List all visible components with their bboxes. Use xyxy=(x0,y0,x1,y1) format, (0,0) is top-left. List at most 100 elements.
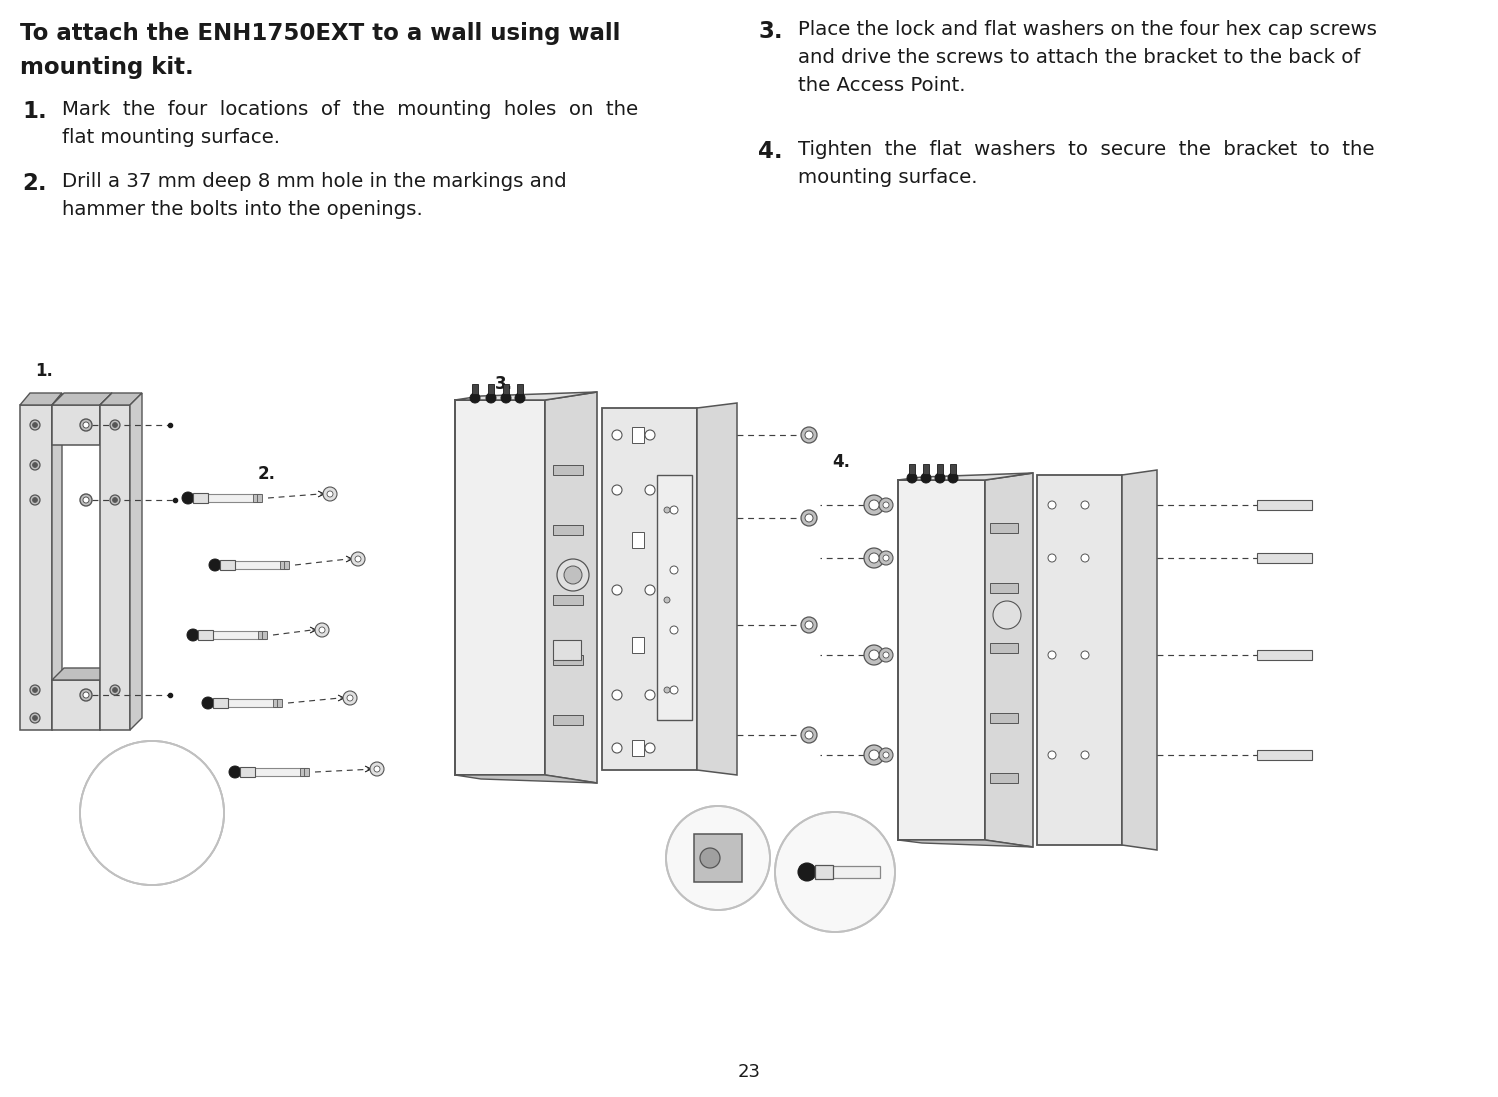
Text: Mark  the  four  locations  of  the  mounting  holes  on  the: Mark the four locations of the mounting … xyxy=(61,100,638,118)
Circle shape xyxy=(801,510,816,525)
Circle shape xyxy=(374,766,380,772)
Circle shape xyxy=(670,506,679,514)
Circle shape xyxy=(869,750,879,760)
Polygon shape xyxy=(815,866,833,879)
Circle shape xyxy=(1049,751,1056,759)
Polygon shape xyxy=(198,631,267,638)
Polygon shape xyxy=(694,834,742,882)
Circle shape xyxy=(500,393,511,403)
Polygon shape xyxy=(1037,475,1122,845)
Bar xyxy=(472,384,478,394)
Circle shape xyxy=(79,419,91,431)
Circle shape xyxy=(864,745,884,765)
Text: 2.: 2. xyxy=(258,465,276,483)
Bar xyxy=(632,637,644,653)
Text: 3.: 3. xyxy=(494,375,512,393)
Circle shape xyxy=(882,753,888,758)
Circle shape xyxy=(646,485,655,495)
Polygon shape xyxy=(697,403,737,774)
Bar xyxy=(632,740,644,756)
Circle shape xyxy=(664,597,670,603)
Circle shape xyxy=(515,393,524,403)
Circle shape xyxy=(921,473,930,483)
Polygon shape xyxy=(258,631,264,638)
Bar xyxy=(990,523,1019,533)
Polygon shape xyxy=(300,768,306,776)
Text: Drill a 37 mm deep 8 mm hole in the markings and: Drill a 37 mm deep 8 mm hole in the mark… xyxy=(61,172,566,191)
Bar xyxy=(632,427,644,443)
Circle shape xyxy=(1049,651,1056,659)
Polygon shape xyxy=(277,699,282,706)
Text: mounting surface.: mounting surface. xyxy=(798,168,978,186)
Bar xyxy=(990,583,1019,593)
Circle shape xyxy=(319,627,325,633)
Text: 23: 23 xyxy=(737,1063,761,1081)
Circle shape xyxy=(79,494,91,506)
Circle shape xyxy=(327,491,333,497)
Polygon shape xyxy=(897,473,1034,480)
Circle shape xyxy=(667,806,770,911)
Polygon shape xyxy=(455,400,545,774)
Circle shape xyxy=(804,621,813,629)
Circle shape xyxy=(1049,554,1056,562)
Circle shape xyxy=(906,473,917,483)
Circle shape xyxy=(1082,751,1089,759)
Polygon shape xyxy=(897,840,1034,847)
Circle shape xyxy=(801,427,816,443)
Bar xyxy=(990,773,1019,783)
Circle shape xyxy=(869,651,879,660)
Circle shape xyxy=(664,687,670,693)
Circle shape xyxy=(109,495,120,505)
Polygon shape xyxy=(1122,470,1156,850)
Polygon shape xyxy=(52,393,112,405)
Circle shape xyxy=(30,685,40,695)
Bar xyxy=(553,465,583,475)
Polygon shape xyxy=(220,561,288,569)
Circle shape xyxy=(343,691,357,705)
Circle shape xyxy=(355,556,361,562)
Circle shape xyxy=(613,690,622,700)
Polygon shape xyxy=(52,393,61,730)
Text: To attach the ENH1750EXT to a wall using wall: To attach the ENH1750EXT to a wall using… xyxy=(19,22,620,45)
Text: the Access Point.: the Access Point. xyxy=(798,76,966,95)
Bar xyxy=(553,595,583,606)
Bar xyxy=(1257,651,1312,660)
Circle shape xyxy=(565,566,583,584)
Text: 4.: 4. xyxy=(831,453,849,471)
Polygon shape xyxy=(100,393,142,405)
Circle shape xyxy=(798,863,816,881)
Bar xyxy=(632,532,644,548)
Circle shape xyxy=(315,623,330,637)
Bar xyxy=(553,640,581,660)
Polygon shape xyxy=(258,494,262,502)
Bar xyxy=(1257,500,1312,510)
Circle shape xyxy=(804,514,813,522)
Circle shape xyxy=(82,497,88,504)
Text: 1.: 1. xyxy=(34,362,52,380)
Circle shape xyxy=(801,727,816,743)
Polygon shape xyxy=(280,561,285,569)
Polygon shape xyxy=(213,698,228,708)
Circle shape xyxy=(882,502,888,508)
Circle shape xyxy=(79,689,91,701)
Polygon shape xyxy=(193,493,208,504)
Circle shape xyxy=(348,695,354,701)
Circle shape xyxy=(79,740,225,885)
Text: flat mounting surface.: flat mounting surface. xyxy=(61,128,280,147)
Circle shape xyxy=(1049,501,1056,509)
Polygon shape xyxy=(815,866,879,878)
Bar xyxy=(517,384,523,394)
Polygon shape xyxy=(545,392,598,783)
Circle shape xyxy=(882,555,888,561)
Circle shape xyxy=(801,617,816,633)
Circle shape xyxy=(864,645,884,665)
Polygon shape xyxy=(100,668,112,730)
Polygon shape xyxy=(602,408,697,770)
Circle shape xyxy=(30,460,40,470)
Circle shape xyxy=(112,422,117,428)
Polygon shape xyxy=(240,767,255,777)
Bar xyxy=(990,643,1019,653)
Circle shape xyxy=(804,431,813,439)
Bar xyxy=(553,525,583,535)
Bar xyxy=(909,464,915,474)
